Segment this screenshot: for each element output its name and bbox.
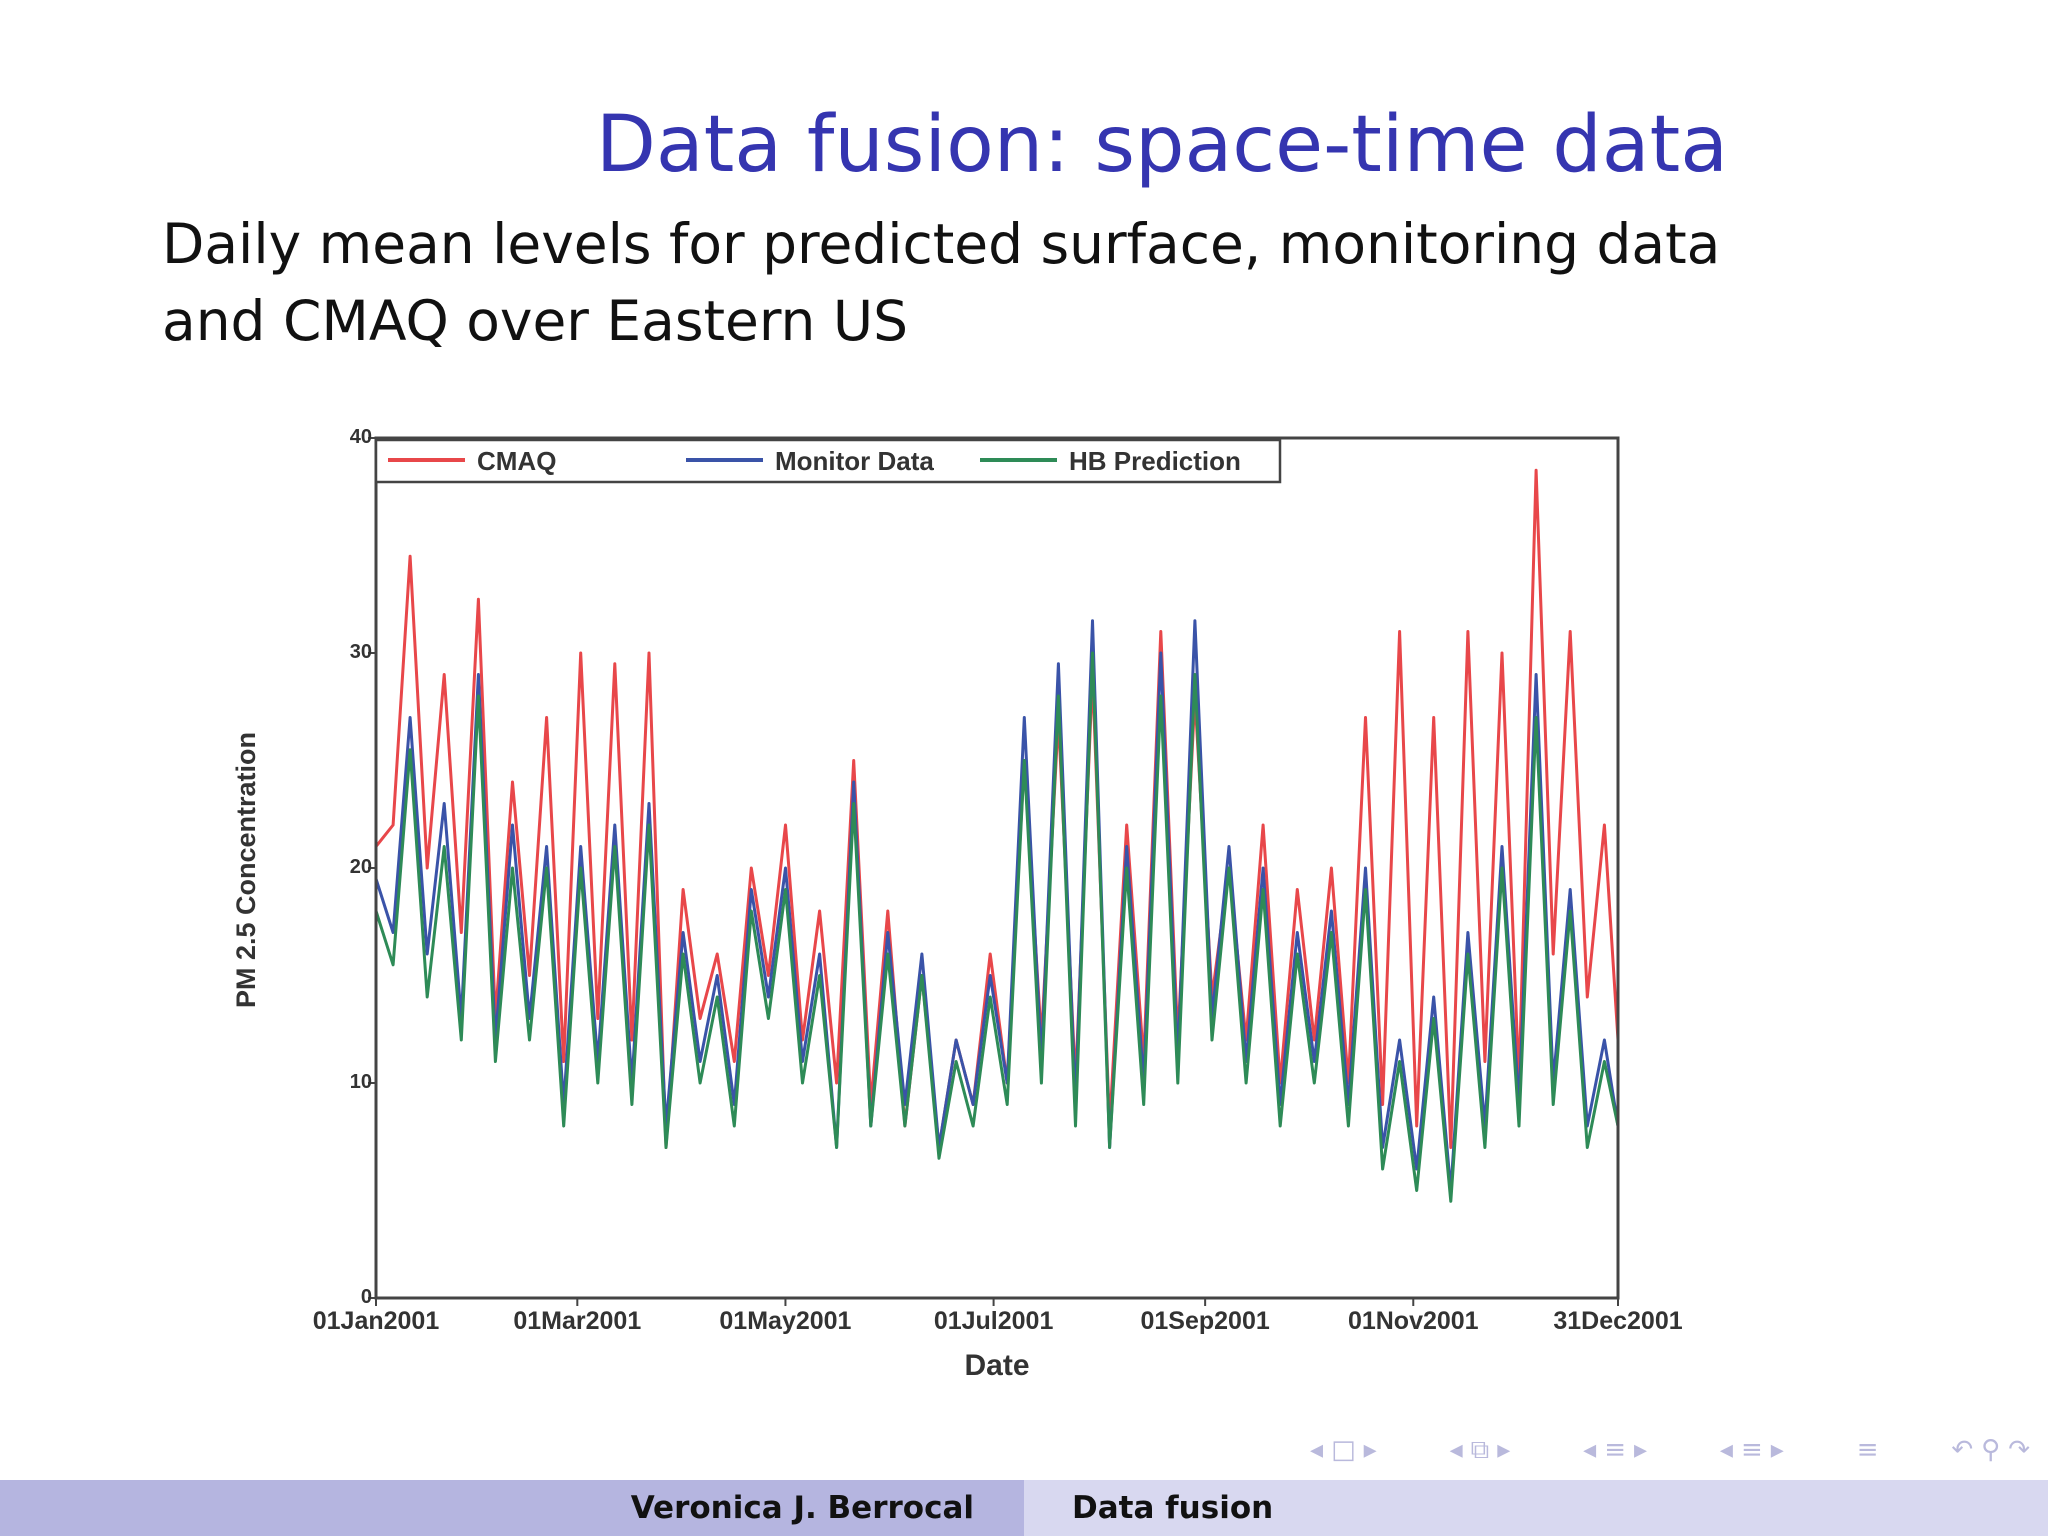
nav-frame-group: ◂ □ ▸ — [1310, 1435, 1377, 1465]
slide-icon[interactable]: ≡ — [1740, 1435, 1763, 1465]
legend-label-hb: HB Prediction — [1069, 446, 1241, 476]
section-next-icon[interactable]: ▸ — [1633, 1435, 1648, 1465]
subsection-icon[interactable]: ⧉ — [1470, 1434, 1490, 1465]
x-tick-label: 01May2001 — [719, 1307, 851, 1335]
frame-prev-icon[interactable]: ◂ — [1310, 1435, 1324, 1465]
footer: Veronica J. Berrocal Data fusion — [0, 1480, 2048, 1536]
subsection-prev-icon[interactable]: ◂ — [1449, 1435, 1463, 1465]
x-axis-label: Date — [964, 1349, 1029, 1382]
section-icon[interactable]: ≡ — [1604, 1435, 1626, 1465]
chart-series-group — [374, 468, 1620, 1203]
y-tick-label: 10 — [350, 1071, 372, 1093]
series-line-hb — [374, 651, 1620, 1203]
y-tick-label: 0 — [361, 1286, 372, 1308]
y-tick-label: 40 — [350, 426, 372, 448]
nav-slide-group: ◂ ≡ ▸ — [1720, 1435, 1784, 1465]
x-tick-label: 01Sep2001 — [1140, 1307, 1269, 1335]
series-line-monitor — [374, 619, 1620, 1192]
y-tick-label: 20 — [350, 856, 372, 878]
nav-align-group: ≡ — [1857, 1435, 1879, 1465]
beamer-navigation: ◂ □ ▸ ◂ ⧉ ▸ ◂ ≡ ▸ ◂ ≡ ▸ ≡ ↶ ⚲ ↷ — [1310, 1430, 2030, 1470]
y-axis: 0 10 20 30 40 — [350, 426, 376, 1308]
frame-icon[interactable]: □ — [1331, 1435, 1356, 1465]
x-tick-label: 31Dec2001 — [1553, 1307, 1682, 1335]
x-tick-label: 01Jul2001 — [934, 1307, 1054, 1335]
nav-section-group: ◂ ≡ ▸ — [1583, 1435, 1647, 1465]
legend-box — [374, 438, 1282, 484]
nav-search-group: ↶ ⚲ ↷ — [1951, 1435, 2030, 1465]
section-prev-icon[interactable]: ◂ — [1583, 1435, 1597, 1465]
align-icon[interactable]: ≡ — [1856, 1435, 1879, 1465]
slide-body-text: Daily mean levels for predicted surface,… — [162, 212, 1721, 353]
chart-container: 0 10 20 30 40 01Jan2001 01Mar2001 01May2001 01J… — [231, 426, 1683, 1382]
chart-legend: CMAQ Monitor Data HB Prediction — [374, 438, 1282, 484]
x-tick-label: 01Nov2001 — [1348, 1307, 1479, 1335]
series-line-cmaq — [374, 468, 1620, 1149]
slide-next-icon[interactable]: ▸ — [1770, 1435, 1784, 1465]
x-axis: 01Jan2001 01Mar2001 01May2001 01Jul2001 01Se… — [313, 1298, 1683, 1335]
nav-subsection-group: ◂ ⧉ ▸ — [1450, 1435, 1511, 1466]
subsection-next-icon[interactable]: ▸ — [1497, 1435, 1511, 1465]
legend-label-monitor: Monitor Data — [775, 446, 934, 476]
redo-icon[interactable]: ↷ — [2008, 1435, 2030, 1465]
plot-frame — [374, 436, 1620, 1300]
x-tick-label: 01Jan2001 — [313, 1307, 440, 1335]
frame-next-icon[interactable]: ▸ — [1363, 1435, 1377, 1465]
legend-label-cmaq: CMAQ — [477, 446, 556, 476]
slide-prev-icon[interactable]: ◂ — [1719, 1435, 1733, 1465]
footer-author: Veronica J. Berrocal — [630, 1490, 974, 1526]
y-tick-label: 30 — [350, 641, 372, 663]
footer-short-title: Data fusion — [1072, 1490, 1274, 1526]
footer-title-panel: Data fusion — [1024, 1480, 2048, 1536]
search-icon[interactable]: ⚲ — [1981, 1435, 2001, 1465]
y-axis-label: PM 2.5 Concentration — [231, 732, 261, 1008]
slide-title: Data fusion: space-time data — [595, 100, 1728, 190]
x-tick-label: 01Mar2001 — [513, 1307, 641, 1335]
undo-icon[interactable]: ↶ — [1951, 1435, 1974, 1465]
footer-author-panel: Veronica J. Berrocal — [0, 1480, 1024, 1536]
